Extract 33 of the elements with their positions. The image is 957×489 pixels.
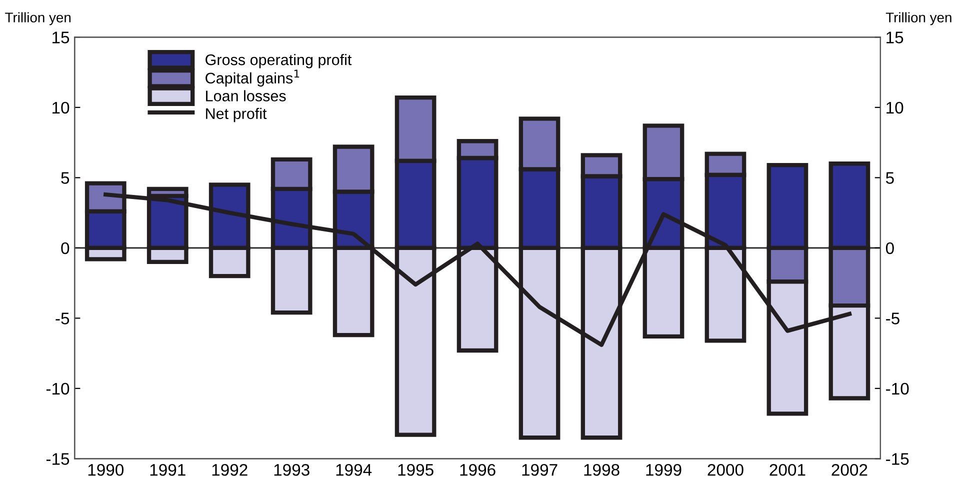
y-tick-label: 5	[61, 172, 70, 184]
y2-tick-label: 0	[886, 242, 894, 254]
y-axis-title: Trillion yen	[5, 12, 71, 26]
legend-label: Capital gains$^{1}$	[206, 70, 300, 87]
x-tick-label: 1997	[522, 464, 558, 476]
y2-tick-label: 15	[886, 32, 904, 44]
legend-label: Net profit	[206, 108, 267, 122]
y-tick-label: 0	[61, 242, 70, 254]
legend-label: Loan losses	[206, 90, 286, 102]
x-tick-label: 1998	[584, 464, 620, 476]
y2-tick-label: -10	[886, 382, 909, 395]
y-tick-label: -10	[46, 382, 70, 395]
x-tick-label: 1995	[398, 464, 434, 476]
y-tick-label: -5	[56, 312, 70, 324]
y-tick-label: 10	[52, 102, 70, 114]
y-tick-label: -15	[46, 453, 70, 465]
y2-tick-label: 10	[886, 102, 904, 114]
x-tick-label: 1990	[88, 464, 124, 476]
x-tick-label: 2001	[770, 464, 806, 476]
y2-tick-label: -5	[886, 312, 900, 324]
x-tick-label: 1991	[150, 464, 186, 476]
y2-tick-label: -15	[886, 453, 909, 465]
x-tick-label: 1996	[460, 464, 496, 476]
x-tick-label: 1994	[336, 464, 372, 476]
y2-axis-title: Trillion yen	[886, 12, 952, 26]
x-tick-label: 1999	[646, 464, 682, 476]
y2-tick-label: 5	[886, 172, 894, 184]
legend-label: Gross operating profit	[206, 54, 352, 68]
x-tick-label: 1993	[274, 464, 310, 476]
x-tick-label: 1992	[212, 464, 248, 476]
x-tick-label: 2000	[708, 464, 744, 476]
x-tick-label: 2002	[832, 464, 868, 476]
y-tick-label: 15	[52, 32, 70, 44]
